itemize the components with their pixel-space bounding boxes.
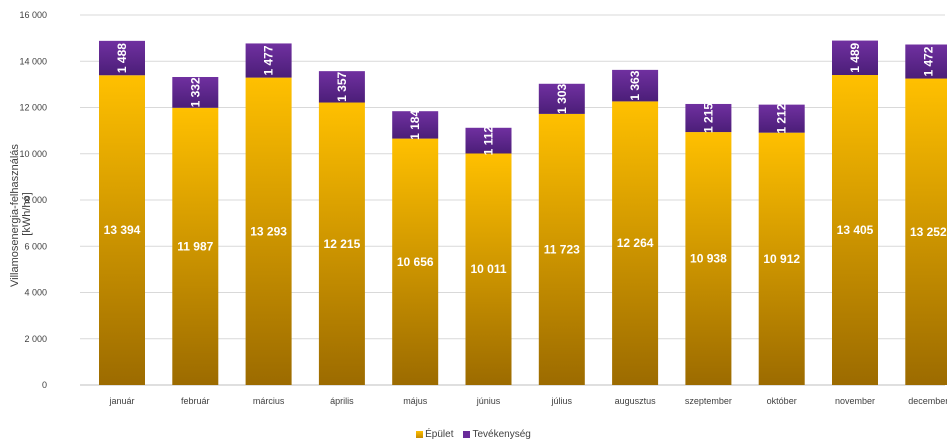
x-tick-label: május (403, 396, 428, 406)
bar-building (465, 153, 512, 385)
data-label-activity: 1 184 (408, 110, 422, 140)
legend: Épület Tevékenység (0, 428, 947, 441)
x-tick-label: október (767, 396, 797, 406)
data-label-building: 10 938 (690, 252, 727, 266)
bars: 13 394 1 488 11 987 1 332 13 293 1 477 12 215 1… (99, 40, 947, 386)
bar-building (538, 113, 585, 385)
legend-item-activity: Tevékenység (463, 429, 531, 440)
data-label-building: 12 215 (324, 237, 361, 251)
data-label-activity: 1 112 (482, 126, 496, 156)
y-axis-ticks: 0 2 000 4 000 6 000 8 000 10 000 12 000 14 000 1… (19, 10, 47, 390)
y-tick-label: 6 000 (24, 241, 47, 251)
bar-activity (465, 127, 512, 154)
bar-activity (612, 69, 659, 102)
legend-label-building: Épület (425, 429, 454, 440)
legend-label-activity: Tevékenység (472, 429, 531, 440)
y-tick-label: 16 000 (19, 10, 47, 20)
y-tick-label: 8 000 (24, 195, 47, 205)
data-label-building: 11 723 (544, 242, 580, 256)
x-tick-label: szeptember (685, 396, 732, 406)
bar-activity (685, 103, 732, 133)
gridlines (80, 14, 945, 386)
data-label-building: 12 264 (617, 236, 654, 250)
data-label-building: 10 656 (397, 255, 434, 269)
bar-building (905, 78, 947, 386)
data-label-building: 13 252 (910, 225, 947, 239)
x-tick-label: február (181, 396, 210, 406)
data-label-activity: 1 363 (628, 70, 642, 100)
bar-activity (832, 40, 878, 76)
x-tick-label: január (108, 396, 134, 406)
data-label-activity: 1 357 (335, 71, 349, 101)
data-label-activity: 1 212 (775, 103, 789, 133)
bar-building (612, 101, 659, 386)
y-tick-label: 0 (42, 380, 47, 390)
y-tick-label: 2 000 (24, 334, 47, 344)
data-label-activity: 1 472 (921, 46, 935, 76)
data-label-building: 11 987 (177, 239, 213, 253)
y-axis-label-line-1: Villamosenergia-felhasználás (9, 144, 21, 287)
bar-building (392, 138, 439, 385)
legend-swatch-building (416, 431, 424, 438)
x-tick-label: június (476, 396, 501, 406)
x-tick-label: augusztus (615, 396, 657, 406)
data-label-building: 13 394 (104, 223, 141, 237)
bar-building (99, 75, 145, 386)
y-axis-label-line-2: [kWh/hó] (21, 192, 33, 235)
data-label-building: 13 405 (837, 223, 874, 237)
data-label-building: 10 011 (470, 262, 506, 276)
x-tick-label: április (330, 396, 354, 406)
bar-activity (392, 111, 439, 139)
x-tick-label: december (908, 396, 947, 406)
bar-activity (172, 76, 219, 108)
bar-building (245, 77, 292, 386)
bar-activity (538, 83, 585, 114)
x-axis-ticks: január február március április május június jú… (108, 396, 947, 406)
x-tick-label: március (253, 396, 285, 406)
legend-swatch-activity (463, 431, 471, 438)
data-label-activity: 1 332 (188, 77, 202, 107)
y-tick-label: 12 000 (19, 103, 47, 113)
legend-item-building: Épület (416, 429, 453, 440)
bar-building (172, 107, 219, 385)
x-tick-label: november (835, 396, 875, 406)
y-tick-label: 14 000 (19, 56, 47, 66)
data-label-building: 10 912 (763, 252, 800, 266)
bar-activity (245, 43, 292, 78)
bar-building (685, 132, 732, 385)
y-axis-label: Villamosenergia-felhasználás [kWh/hó] (9, 141, 33, 287)
x-tick-label: július (551, 396, 573, 406)
data-label-activity: 1 303 (555, 83, 569, 113)
y-tick-label: 10 000 (19, 149, 47, 159)
bar-activity (318, 71, 365, 103)
bar-building (832, 75, 878, 386)
data-label-activity: 1 477 (262, 45, 276, 75)
y-tick-label: 4 000 (24, 288, 47, 298)
data-label-activity: 1 489 (848, 42, 862, 72)
bar-activity (758, 104, 805, 133)
data-label-activity: 1 488 (115, 43, 129, 73)
bar-activity (99, 40, 145, 76)
data-label-activity: 1 215 (701, 103, 715, 133)
bar-activity (905, 44, 947, 79)
bar-building (318, 102, 365, 385)
bar-building (758, 132, 805, 385)
data-label-building: 13 293 (250, 224, 287, 238)
